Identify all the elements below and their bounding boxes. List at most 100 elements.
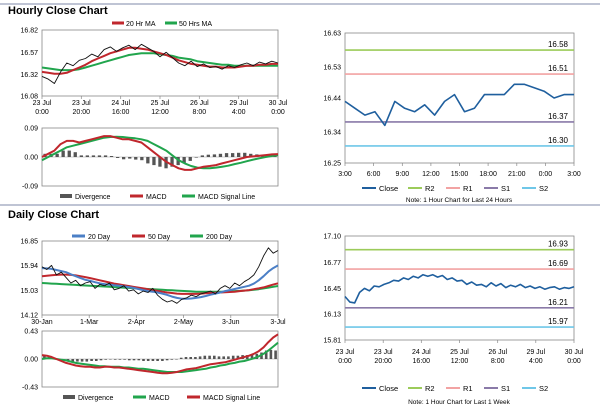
ma-50day-line bbox=[41, 273, 279, 295]
daily-price-legend: 20 Day 50 Day 200 Day bbox=[72, 234, 233, 241]
y-tick-label: 15.81 bbox=[323, 338, 341, 345]
legend-label-s2: S2 bbox=[539, 384, 548, 393]
level-label-r1: 16.51 bbox=[548, 64, 569, 73]
x-tick-label: 25 Jul 12:00 bbox=[450, 349, 469, 365]
divergence-bar bbox=[151, 359, 155, 361]
daily-macd-plot bbox=[41, 333, 279, 375]
hourly-pivot-note: Note: 1 Hour Chart for Last 24 Hours bbox=[406, 197, 513, 204]
close-line bbox=[344, 273, 575, 304]
divergence-bar bbox=[103, 155, 108, 157]
y-tick-label: 16.85 bbox=[20, 239, 38, 246]
y-tick-label: 16.53 bbox=[323, 65, 341, 72]
divergence-bar bbox=[189, 357, 192, 359]
level-label-r1: 16.69 bbox=[548, 259, 569, 268]
x-tick-label: 3-Jun bbox=[222, 319, 240, 326]
y-tick-label: 16.08 bbox=[20, 94, 38, 101]
hourly-price-xlabels: 23 Jul 0:00 23 Jul 20:00 24 Jul 16:00 25 Jul 12… bbox=[33, 96, 288, 116]
divergence-bar bbox=[85, 359, 89, 362]
daily-macd-panel: 0.43 0.00 -0.43 Divergence MACD MACD Signa… bbox=[22, 329, 279, 402]
y-tick-label: 0.00 bbox=[24, 357, 38, 364]
daily-price-xlabels: 30-Jan 1-Mar 2-Apr 2-May 3-Jun 3-Jul bbox=[31, 315, 286, 326]
legend-label-r1: R1 bbox=[463, 384, 473, 393]
divergence-bar bbox=[79, 155, 83, 157]
divergence-bar bbox=[170, 359, 174, 360]
signal-line bbox=[41, 341, 279, 373]
divergence-bar bbox=[85, 155, 89, 157]
ma-20day-line bbox=[41, 264, 279, 300]
legend-label-macd: MACD bbox=[146, 194, 167, 201]
divergence-bar bbox=[80, 359, 84, 362]
x-tick-label: 3:00 bbox=[567, 171, 581, 178]
divergence-bar bbox=[90, 359, 93, 361]
legend-label-s2: S2 bbox=[539, 184, 548, 193]
divergence-bar bbox=[128, 359, 131, 361]
legend-label-r2: R2 bbox=[425, 184, 435, 193]
x-tick-label: 15:00 bbox=[451, 171, 469, 178]
divergence-bar bbox=[97, 155, 102, 157]
divergence-bar bbox=[55, 153, 59, 157]
legend-label-close: Close bbox=[379, 184, 398, 193]
y-tick-label: 16.13 bbox=[323, 312, 341, 319]
divergence-bar bbox=[128, 157, 132, 159]
divergence-bar bbox=[212, 154, 217, 157]
hourly-macd-legend: Divergence MACD MACD Signal Line bbox=[60, 194, 255, 201]
legend-label-20day: 20 Day bbox=[88, 234, 111, 241]
hourly-price-plot bbox=[41, 43, 279, 84]
legend-label-close: Close bbox=[379, 384, 398, 393]
legend-label-signal: MACD Signal Line bbox=[198, 194, 255, 201]
divergence-bar bbox=[109, 359, 112, 360]
hourly-pivot-xlabels: 3:00 6:00 9:00 12:00 15:00 18:00 21:00 0:00 3:00 bbox=[338, 163, 581, 178]
x-tick-label: 30-Jan bbox=[31, 319, 53, 326]
divergence-bar bbox=[134, 157, 138, 160]
divergence-bar bbox=[269, 349, 273, 359]
legend-label-r2: R2 bbox=[425, 384, 435, 393]
divergence-bar bbox=[182, 157, 186, 164]
legend-label-50day: 50 Day bbox=[148, 234, 171, 241]
hourly-macd-plot bbox=[41, 135, 279, 171]
x-tick-label: 2-Apr bbox=[128, 319, 146, 326]
divergence-bar bbox=[71, 359, 74, 362]
divergence-bar bbox=[109, 156, 114, 157]
daily-pivot-frame bbox=[344, 235, 575, 341]
x-tick-label: 1-Mar bbox=[80, 319, 99, 326]
hourly-section-title: Hourly Close Chart bbox=[8, 5, 108, 17]
x-tick-label: 21:00 bbox=[508, 171, 526, 178]
divergence-bar bbox=[206, 154, 210, 157]
divergence-bar bbox=[224, 153, 229, 157]
divergence-bar bbox=[198, 356, 202, 359]
level-label-s1: 16.37 bbox=[548, 112, 569, 121]
x-tick-label: 23 Jul 0:00 bbox=[33, 100, 52, 116]
divergence-bar bbox=[113, 359, 117, 360]
divergence-bar bbox=[231, 153, 235, 157]
legend-label-divergence: Divergence bbox=[75, 194, 111, 201]
x-tick-label: 23 Jul 0:00 bbox=[336, 349, 355, 365]
x-tick-label: 18:00 bbox=[479, 171, 497, 178]
divergence-bar bbox=[231, 355, 235, 359]
daily-price-ticks: 16.85 15.94 15.03 14.12 bbox=[20, 239, 38, 320]
hourly-pivot-legend: Close R2 R1 S1 S2 bbox=[362, 184, 548, 193]
x-tick-label: 0:00 bbox=[539, 171, 553, 178]
divergence-bar bbox=[43, 355, 46, 359]
divergence-bar bbox=[274, 350, 277, 359]
hourly-price-frame bbox=[41, 29, 279, 97]
x-tick-label: 12:00 bbox=[422, 171, 440, 178]
y-tick-label: 16.45 bbox=[323, 286, 341, 293]
x-tick-label: 30 Jul 0:00 bbox=[565, 349, 584, 365]
y-tick-label: 17.10 bbox=[323, 234, 341, 241]
divergence-bar bbox=[123, 359, 126, 360]
divergence-bar bbox=[203, 355, 207, 359]
divergence-bar bbox=[156, 359, 159, 361]
y-tick-label: 16.57 bbox=[20, 50, 38, 57]
divergence-bar bbox=[249, 153, 253, 157]
divergence-bar bbox=[158, 157, 162, 167]
close-line bbox=[41, 247, 279, 304]
legend-swatch-daily-divergence bbox=[63, 395, 75, 399]
y-tick-label: 16.77 bbox=[323, 260, 341, 267]
hourly-pivot-panel: 16.58 16.51 16.37 16.30 16.63 16.53 16.44 16.3… bbox=[323, 31, 580, 205]
daily-pivot-legend: Close R2 R1 S1 S2 bbox=[362, 384, 548, 393]
y-tick-label: 16.34 bbox=[323, 130, 341, 137]
daily-pivot-plot: 16.93 16.69 16.21 15.97 bbox=[344, 240, 575, 328]
divergence-bar bbox=[250, 354, 254, 359]
x-tick-label: 24 Jul 16:00 bbox=[412, 349, 431, 365]
level-label-r2: 16.58 bbox=[548, 40, 569, 49]
